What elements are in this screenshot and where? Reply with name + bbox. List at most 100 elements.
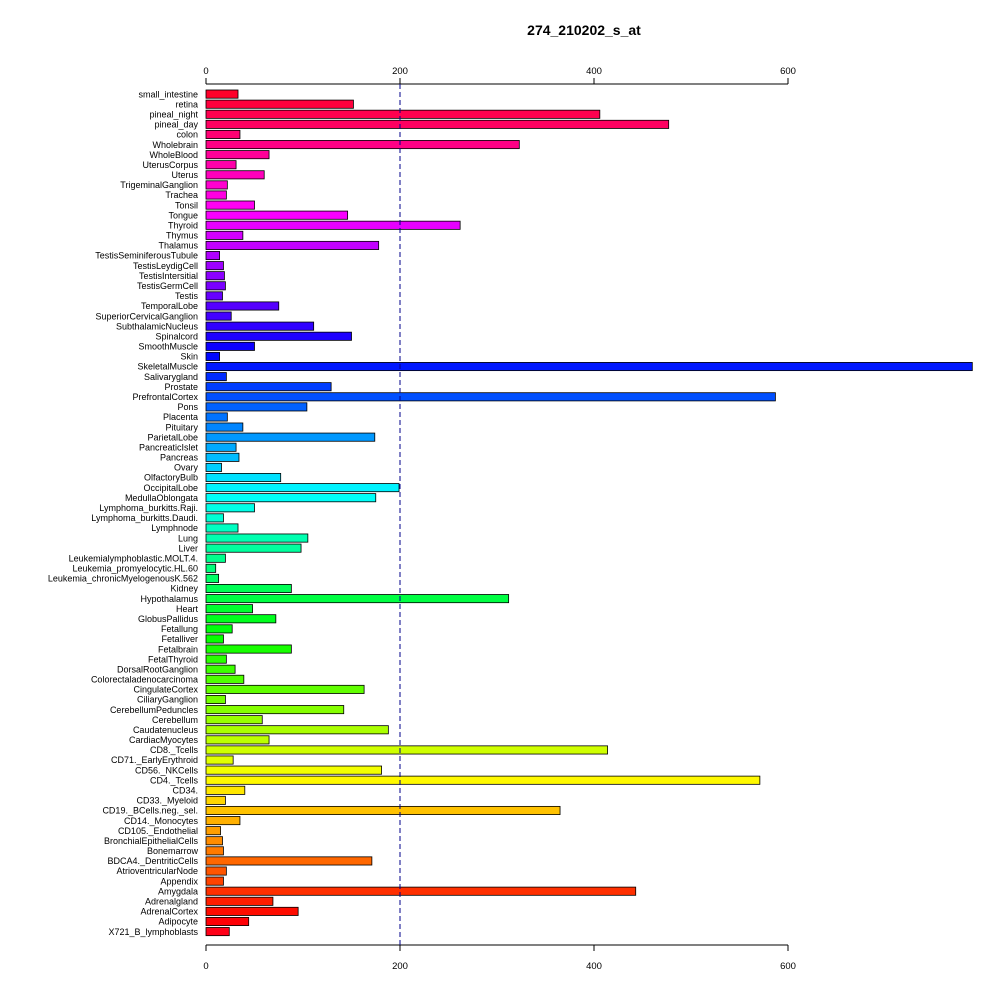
- category-label: OlfactoryBulb: [144, 473, 198, 483]
- bar-79: [205, 886, 637, 896]
- bar-10: [205, 190, 227, 200]
- bar-36: [205, 452, 240, 462]
- tick-label: 200: [392, 961, 408, 972]
- bar-31: [205, 402, 308, 412]
- bar-48: [205, 573, 220, 583]
- category-label: Thymus: [166, 231, 199, 241]
- category-label: PancreaticIslet: [139, 442, 199, 452]
- category-label: X721_B_lymphoblasts: [108, 927, 198, 937]
- bar-56: [205, 654, 227, 664]
- tick-label: 0: [203, 66, 208, 77]
- category-label: Appendix: [160, 876, 198, 886]
- bar-4: [205, 129, 241, 139]
- category-label: CD8._Tcells: [150, 745, 199, 755]
- bar-30: [205, 392, 776, 402]
- bar-82: [205, 916, 250, 926]
- bar-16: [205, 251, 220, 261]
- category-label: SubthalamicNucleus: [116, 321, 199, 331]
- bar-54: [205, 634, 224, 644]
- category-label: Pituitary: [165, 422, 198, 432]
- category-label: CerebellumPeduncles: [110, 705, 199, 715]
- category-label: BronchialEpithelialCells: [104, 836, 199, 846]
- top-axis: 0 200 400 600: [203, 66, 796, 85]
- category-label: Fetalbrain: [158, 644, 198, 654]
- category-label: Testis: [175, 291, 199, 301]
- category-label: Ovary: [174, 463, 199, 473]
- category-label: Kidney: [170, 584, 198, 594]
- bar-26: [205, 351, 220, 361]
- tick-label: 400: [586, 66, 602, 77]
- bar-61: [205, 705, 345, 715]
- tick-label: 0: [203, 961, 208, 972]
- category-label: Fetalliver: [161, 634, 198, 644]
- bar-53: [205, 624, 233, 634]
- category-label: WholeBlood: [149, 150, 198, 160]
- bar-1: [205, 99, 354, 109]
- category-label: MedullaOblongata: [125, 493, 198, 503]
- category-label: TestisSeminiferousTubule: [95, 251, 198, 261]
- bar-50: [205, 594, 510, 604]
- bar-69: [205, 785, 246, 795]
- category-label: OccipitalLobe: [143, 483, 198, 493]
- bar-6: [205, 150, 270, 160]
- bar-23: [205, 321, 315, 331]
- bar-40: [205, 493, 377, 503]
- bar-55: [205, 644, 292, 654]
- bar-17: [205, 261, 224, 271]
- bar-78: [205, 876, 224, 886]
- bar-68: [205, 775, 761, 785]
- bar-35: [205, 442, 237, 452]
- category-label: Cerebellum: [152, 715, 198, 725]
- bar-74: [205, 836, 223, 846]
- bar-57: [205, 664, 236, 674]
- bar-18: [205, 271, 225, 281]
- bar-58: [205, 674, 245, 684]
- bar-67: [205, 765, 382, 775]
- bar-22: [205, 311, 232, 321]
- bar-75: [205, 846, 224, 856]
- bar-28: [205, 372, 227, 382]
- category-label: Fetallung: [161, 624, 198, 634]
- bar-76: [205, 856, 373, 866]
- category-label: Pancreas: [160, 453, 199, 463]
- bar-47: [205, 563, 217, 573]
- category-label: small_intestine: [138, 89, 198, 99]
- category-label: CD19._BCells.neg._sel.: [102, 806, 198, 816]
- category-label: TestisGermCell: [137, 281, 198, 291]
- bar-70: [205, 795, 226, 805]
- category-label: Tonsil: [175, 200, 198, 210]
- bar-41: [205, 503, 255, 513]
- bar-51: [205, 604, 253, 614]
- category-label: TrigeminalGanglion: [120, 180, 198, 190]
- bar-13: [205, 220, 461, 230]
- bar-66: [205, 755, 234, 765]
- bar-2: [205, 109, 601, 119]
- category-label: Prostate: [164, 382, 198, 392]
- category-label: Uterus: [171, 170, 198, 180]
- category-label: TemporalLobe: [141, 301, 198, 311]
- bar-73: [205, 826, 221, 836]
- bar-7: [205, 160, 237, 170]
- category-label: CD4._Tcells: [150, 775, 199, 785]
- bar-45: [205, 543, 302, 553]
- category-label: Leukemia_chronicMyelogenousK.562: [48, 574, 198, 584]
- bar-32: [205, 412, 228, 422]
- category-label: retina: [175, 99, 198, 109]
- category-label: CD71._EarlyErythroid: [111, 755, 198, 765]
- category-label: Pons: [177, 402, 198, 412]
- bar-59: [205, 684, 365, 694]
- bar-81: [205, 906, 299, 916]
- bars-group: [205, 89, 973, 937]
- category-label: pineal_night: [149, 109, 198, 119]
- tick-label: 200: [392, 66, 408, 77]
- bar-33: [205, 422, 244, 432]
- category-label: SmoothMuscle: [138, 342, 198, 352]
- bar-12: [205, 210, 349, 220]
- bar-71: [205, 805, 561, 815]
- bar-0: [205, 89, 239, 99]
- tick-label: 600: [780, 66, 796, 77]
- category-label: Lymphoma_burkitts.Daudi.: [91, 513, 198, 523]
- bar-15: [205, 240, 380, 250]
- category-label: SuperiorCervicalGanglion: [95, 311, 198, 321]
